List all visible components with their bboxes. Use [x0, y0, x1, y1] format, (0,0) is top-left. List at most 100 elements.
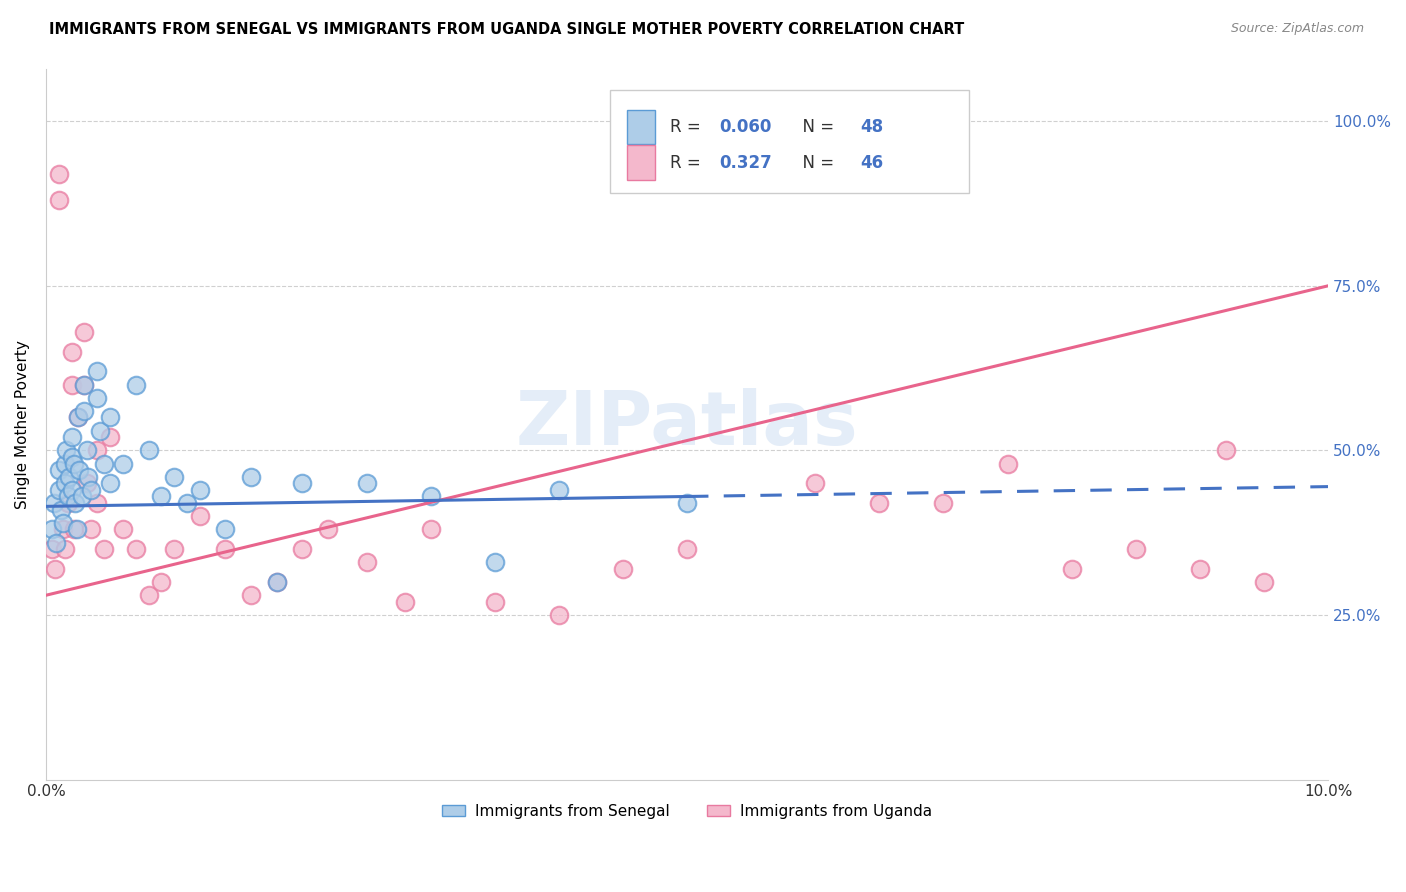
Point [89, 424, 111, 438]
Point [73, 377, 96, 392]
Point [86, 443, 108, 458]
Point [1188, 562, 1211, 576]
Bar [627, 145, 655, 179]
Text: R =: R = [671, 118, 706, 136]
Point [394, 595, 416, 609]
Point [547, 483, 569, 497]
Point [48, 193, 70, 207]
Point [98, 476, 121, 491]
Point [48, 167, 70, 181]
Point [60, 430, 83, 444]
Point [93, 457, 115, 471]
Point [41, 523, 63, 537]
Text: 0.060: 0.060 [718, 118, 772, 136]
Point [80, 523, 103, 537]
Point [188, 509, 211, 524]
Point [214, 542, 236, 557]
Point [291, 476, 314, 491]
Text: ZIPatlas: ZIPatlas [516, 387, 859, 460]
Point [547, 607, 569, 622]
Point [356, 555, 378, 569]
Point [612, 562, 634, 576]
Point [111, 457, 134, 471]
Point [66, 410, 89, 425]
Point [125, 542, 148, 557]
Point [76, 443, 98, 458]
Point [98, 410, 121, 425]
Point [125, 377, 148, 392]
Point [484, 595, 506, 609]
Point [163, 542, 186, 557]
Point [52, 523, 75, 537]
Text: 46: 46 [860, 153, 883, 171]
Text: Source: ZipAtlas.com: Source: ZipAtlas.com [1230, 22, 1364, 36]
Point [53, 476, 76, 491]
Point [63, 523, 86, 537]
Point [76, 476, 98, 491]
Point [67, 463, 90, 477]
Point [176, 496, 198, 510]
Point [63, 457, 86, 471]
Point [150, 490, 173, 504]
Point [48, 463, 70, 477]
Point [48, 483, 70, 497]
Point [93, 542, 115, 557]
Point [150, 575, 173, 590]
Point [86, 496, 108, 510]
Point [1215, 443, 1237, 458]
Point [56, 490, 79, 504]
Text: R =: R = [671, 153, 706, 171]
Point [77, 469, 100, 483]
Point [80, 483, 103, 497]
Text: N =: N = [792, 118, 839, 136]
Text: 0.327: 0.327 [718, 153, 772, 171]
Point [53, 542, 76, 557]
Point [240, 469, 263, 483]
Y-axis label: Single Mother Poverty: Single Mother Poverty [15, 340, 30, 508]
Text: 48: 48 [860, 118, 883, 136]
Point [356, 476, 378, 491]
Point [86, 391, 108, 405]
Point [997, 457, 1019, 471]
Text: N =: N = [792, 153, 839, 171]
Point [804, 476, 827, 491]
Point [60, 450, 83, 464]
Point [266, 575, 288, 590]
Point [42, 496, 65, 510]
Point [1253, 575, 1275, 590]
Point [419, 490, 441, 504]
Point [240, 588, 263, 602]
FancyBboxPatch shape [610, 90, 969, 193]
Point [44, 562, 66, 576]
Point [66, 410, 89, 425]
Point [51, 502, 73, 516]
Point [66, 523, 89, 537]
Point [188, 483, 211, 497]
Point [316, 523, 339, 537]
Point [214, 523, 236, 537]
Point [45, 535, 67, 549]
Point [98, 430, 121, 444]
Point [138, 588, 160, 602]
Bar [627, 110, 655, 145]
Point [163, 469, 186, 483]
Text: IMMIGRANTS FROM SENEGAL VS IMMIGRANTS FROM UGANDA SINGLE MOTHER POVERTY CORRELAT: IMMIGRANTS FROM SENEGAL VS IMMIGRANTS FR… [49, 22, 965, 37]
Point [138, 443, 160, 458]
Point [73, 404, 96, 418]
Point [70, 490, 93, 504]
Point [676, 496, 699, 510]
Point [266, 575, 288, 590]
Point [55, 443, 77, 458]
Legend: Immigrants from Senegal, Immigrants from Uganda: Immigrants from Senegal, Immigrants from… [436, 798, 938, 825]
Point [73, 325, 96, 339]
Point [419, 523, 441, 537]
Point [73, 377, 96, 392]
Point [484, 555, 506, 569]
Point [1125, 542, 1147, 557]
Point [52, 516, 75, 530]
Point [41, 542, 63, 557]
Point [60, 483, 83, 497]
Point [65, 496, 87, 510]
Point [1060, 562, 1083, 576]
Point [291, 542, 314, 557]
